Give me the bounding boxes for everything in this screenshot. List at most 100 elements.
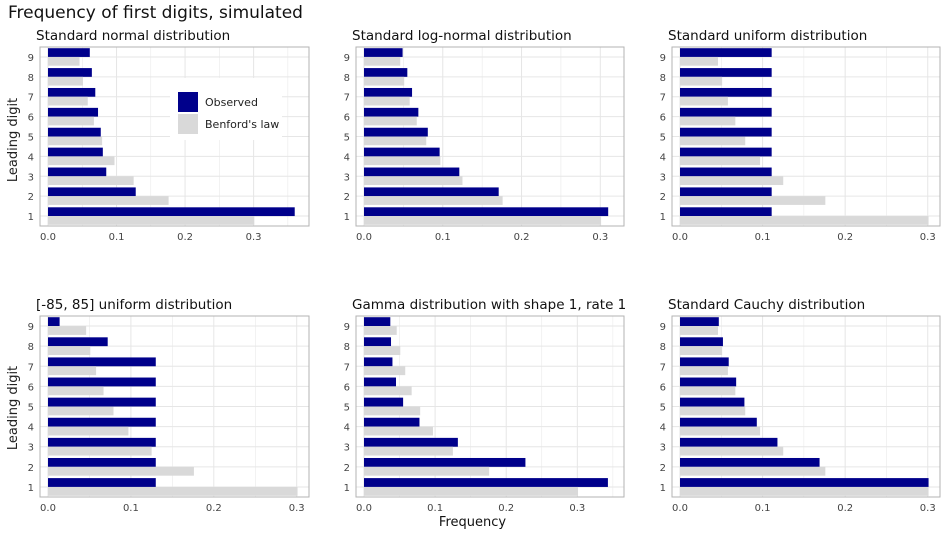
y-tick-label: 5 <box>28 403 34 414</box>
x-tick-label: 0.2 <box>837 232 853 243</box>
bar-benford-digit-4 <box>48 156 115 166</box>
y-tick-label: 6 <box>344 113 350 124</box>
bar-benford-digit-1 <box>364 486 579 496</box>
bar-observed-digit-7 <box>680 87 772 97</box>
y-tick-label: 8 <box>28 342 34 353</box>
bar-observed-digit-5 <box>680 127 772 137</box>
x-tick-label: 0.1 <box>427 503 443 514</box>
bar-benford-digit-2 <box>48 196 169 205</box>
y-tick-label: 6 <box>344 382 350 393</box>
bar-benford-digit-6 <box>680 116 736 126</box>
y-tick-label: 4 <box>660 423 666 434</box>
y-tick-label: 4 <box>28 423 34 434</box>
bar-benford-digit-6 <box>364 116 417 126</box>
bar-benford-digit-7 <box>364 96 410 106</box>
y-tick-label: 8 <box>344 73 350 84</box>
bar-benford-digit-3 <box>680 446 784 456</box>
bar-benford-digit-7 <box>364 366 406 376</box>
panel-5: Gamma distribution with shape 1, rate 1 1… <box>344 297 627 514</box>
y-tick-label: 6 <box>660 382 666 393</box>
y-tick-label: 3 <box>344 443 350 454</box>
bar-observed-digit-2 <box>48 187 136 197</box>
y-tick-label: 9 <box>28 322 34 333</box>
bar-benford-digit-9 <box>680 326 718 335</box>
bar-benford-digit-2 <box>680 196 826 205</box>
bar-benford-digit-2 <box>364 466 490 476</box>
bar-benford-digit-8 <box>680 76 723 86</box>
bar-observed-digit-9 <box>48 48 90 57</box>
x-tick-label: 0.1 <box>109 232 125 243</box>
y-tick-label: 2 <box>660 463 666 474</box>
panel-title: Standard uniform distribution <box>668 28 867 44</box>
bar-observed-digit-8 <box>680 68 772 77</box>
x-tick-label: 0.0 <box>40 232 56 243</box>
bar-benford-digit-5 <box>48 136 103 146</box>
chart-title: Frequency of first digits, simulated <box>8 3 303 23</box>
y-tick-label: 7 <box>660 93 666 104</box>
bar-benford-digit-2 <box>364 196 503 205</box>
bar-observed-digit-8 <box>48 337 108 347</box>
x-tick-label: 0.2 <box>498 503 514 514</box>
bar-benford-digit-6 <box>364 386 412 396</box>
y-tick-label: 9 <box>660 53 666 64</box>
y-tick-label: 7 <box>660 362 666 373</box>
bar-observed-digit-2 <box>48 457 156 467</box>
y-tick-label: 4 <box>344 423 350 434</box>
y-tick-label: 3 <box>28 443 34 454</box>
y-tick-label: 5 <box>28 133 34 144</box>
y-tick-label: 1 <box>28 483 34 494</box>
bar-benford-digit-7 <box>48 96 88 106</box>
bar-observed-digit-2 <box>680 187 772 197</box>
bar-benford-digit-4 <box>680 156 761 166</box>
bar-observed-digit-5 <box>680 397 745 407</box>
panel-1: Standard normal distribution 1 2 3 4 5 6 7 8 9 0.0… <box>28 28 310 243</box>
bar-benford-digit-4 <box>48 426 129 436</box>
bar-benford-digit-2 <box>48 466 194 476</box>
y-tick-label: 5 <box>344 133 350 144</box>
bar-observed-digit-6 <box>364 377 396 387</box>
bar-observed-digit-5 <box>48 127 101 137</box>
bar-benford-digit-3 <box>364 176 463 186</box>
x-tick-label: 0.3 <box>289 503 305 514</box>
y-tick-label: 2 <box>344 192 350 203</box>
y-tick-label: 9 <box>660 322 666 333</box>
bar-observed-digit-7 <box>364 357 393 367</box>
y-tick-label: 5 <box>660 403 666 414</box>
y-tick-label: 4 <box>28 152 34 163</box>
y-tick-label: 3 <box>28 172 34 183</box>
bar-benford-digit-5 <box>680 136 746 146</box>
bar-benford-digit-9 <box>48 326 87 335</box>
x-tick-label: 0.3 <box>920 232 936 243</box>
y-tick-label: 7 <box>28 362 34 373</box>
panel-frame <box>39 315 310 498</box>
y-tick-label: 6 <box>28 113 34 124</box>
panel-3: Standard uniform distribution 1 2 3 4 5 6 7 8 9 0.… <box>660 28 941 243</box>
x-tick-label: 0.2 <box>206 503 222 514</box>
bar-observed-digit-4 <box>364 147 440 157</box>
bar-benford-digit-9 <box>48 56 80 66</box>
bar-benford-digit-4 <box>680 426 761 436</box>
x-tick-label: 0.3 <box>592 232 608 243</box>
panel-frame <box>355 315 625 498</box>
bar-observed-digit-9 <box>364 48 403 57</box>
y-tick-label: 4 <box>660 152 666 163</box>
y-tick-label: 1 <box>28 212 34 223</box>
x-tick-label: 0.2 <box>837 503 853 514</box>
y-tick-label: 3 <box>660 172 666 183</box>
bar-observed-digit-9 <box>364 317 391 327</box>
bar-observed-digit-1 <box>364 478 608 487</box>
panel-title: [-85, 85] uniform distribution <box>36 297 232 313</box>
bar-observed-digit-3 <box>680 167 772 177</box>
y-tick-label: 1 <box>344 483 350 494</box>
bar-benford-digit-3 <box>48 176 134 186</box>
y-tick-label: 1 <box>660 212 666 223</box>
x-tick-label: 0.1 <box>755 503 771 514</box>
y-tick-label: 1 <box>344 212 350 223</box>
x-tick-label: 0.3 <box>246 232 262 243</box>
bar-observed-digit-4 <box>48 417 156 427</box>
bar-benford-digit-5 <box>364 406 421 416</box>
panel-title: Standard Cauchy distribution <box>668 297 865 313</box>
panel-frame <box>671 315 941 498</box>
bar-observed-digit-1 <box>48 207 295 217</box>
y-tick-label: 9 <box>344 53 350 64</box>
